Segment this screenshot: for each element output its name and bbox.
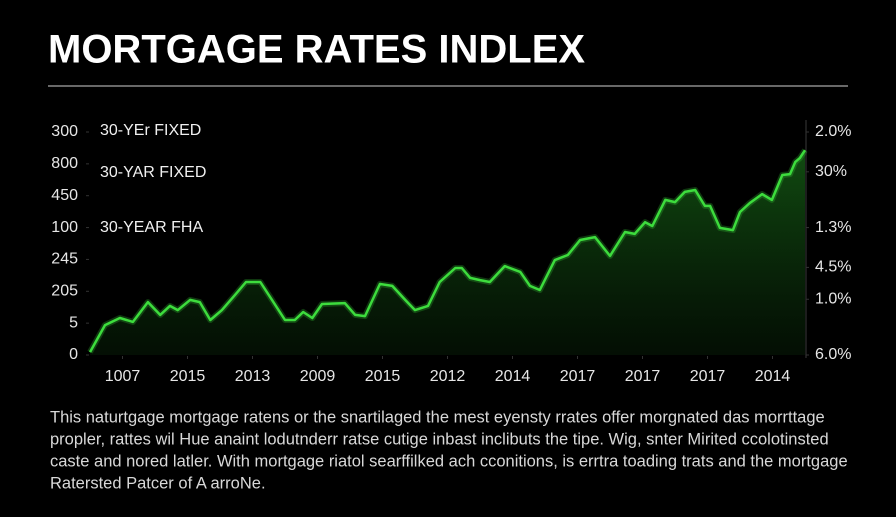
annotation: 30-YAR FIXED [100, 164, 206, 181]
x-tick-label: 2013 [235, 368, 271, 385]
caption-line: propler, rattes wil Hue anaint lodutnder… [50, 430, 829, 448]
annotation: 30-YEAR FHA [100, 219, 203, 236]
y-tick-label: 300 [51, 123, 78, 140]
y-tick-label: 100 [51, 219, 78, 236]
y-tick-label: 245 [51, 251, 78, 268]
y-tick-label: 5 [69, 314, 78, 331]
caption-line: Ratersted Patcer of A arroNe. [50, 474, 266, 492]
y2-tick-label: 6.0% [815, 346, 851, 363]
y2-tick-label: 2.0% [815, 123, 851, 140]
x-tick-label: 2017 [560, 368, 596, 385]
y2-tick-label: 4.5% [815, 259, 851, 276]
y2-tick-label: 30% [815, 163, 847, 180]
x-tick-label: 2017 [690, 368, 726, 385]
caption-line: This naturtgage mortgage ratens or the s… [50, 408, 825, 426]
x-tick-label: 2009 [300, 368, 336, 385]
y2-tick-label: 1.3% [815, 219, 851, 236]
x-tick-label: 2012 [430, 368, 466, 385]
x-tick-label: 1007 [105, 368, 141, 385]
x-tick-label: 2015 [365, 368, 401, 385]
annotation: 30-YEr FIXED [100, 122, 201, 139]
x-tick-label: 2017 [625, 368, 661, 385]
y-tick-label: 0 [69, 346, 78, 363]
caption-line: caste and nored latler. With mortgage ri… [50, 452, 848, 470]
y-tick-label: 450 [51, 187, 78, 204]
line [88, 149, 807, 353]
y2-tick-label: 1.0% [815, 290, 851, 307]
x-tick-label: 2015 [170, 368, 206, 385]
line-area [90, 150, 805, 355]
y-tick-label: 205 [51, 283, 78, 300]
y-tick-label: 800 [51, 155, 78, 172]
x-tick-label: 2014 [755, 368, 791, 385]
chart-title: MORTGAGE RATES INDLEX [48, 28, 585, 72]
x-tick-label: 2014 [495, 368, 531, 385]
